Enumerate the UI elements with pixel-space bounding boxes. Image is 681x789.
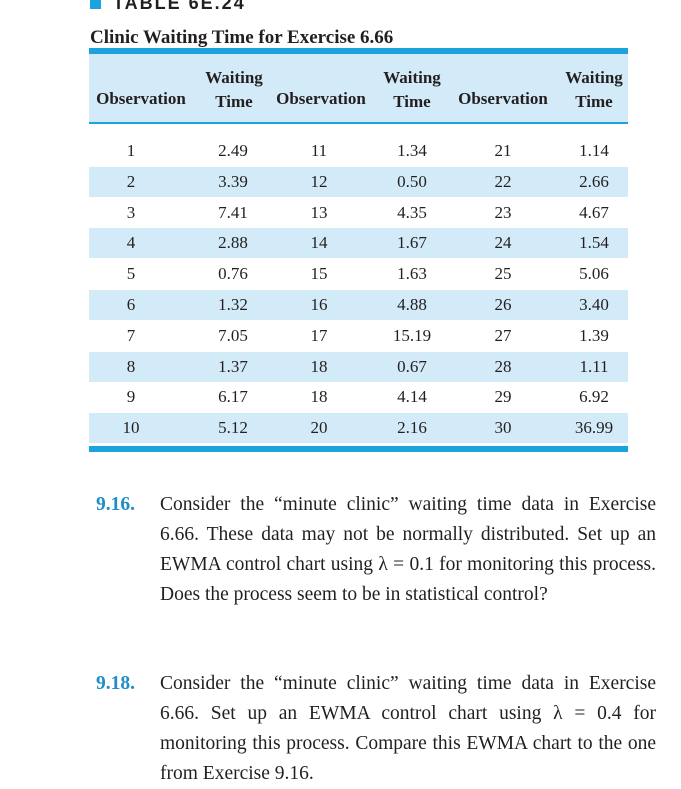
observation-cell: 18 (310, 356, 328, 376)
table-row: 5 0.76 15 1.63 25 5.06 (89, 259, 628, 289)
observation-cell: 29 (494, 387, 512, 407)
waiting-time-cell: 0.76 (218, 264, 248, 284)
table-row: 2 3.39 12 0.50 22 2.66 (89, 166, 628, 197)
table-row: 6 1.32 16 4.88 26 3.40 (89, 290, 628, 320)
waiting-time-cell: 1.37 (218, 356, 248, 376)
waiting-time-cell: 1.14 (579, 141, 609, 160)
table-row: 9 6.17 18 4.14 29 6.92 (89, 382, 628, 412)
observation-cell: 21 (494, 141, 512, 160)
table-row: 10 5.12 20 2.16 30 36.99 (89, 413, 628, 444)
observation-cell: 16 (310, 295, 328, 314)
observation-cell: 20 (310, 418, 328, 438)
waiting-time-cell: 5.12 (218, 418, 248, 438)
observation-cell: 22 (494, 171, 512, 191)
header-observation-3: Observation (458, 89, 548, 108)
exercise-text: Consider the “minute clinic” waiting tim… (160, 494, 656, 605)
observation-cell: 9 (126, 387, 136, 407)
observation-cell: 24 (494, 233, 512, 253)
table-header-rule (89, 122, 628, 124)
header-waiting-line2: Time (215, 92, 253, 111)
waiting-time-cell: 4.88 (397, 295, 427, 314)
waiting-time-cell: 1.32 (218, 295, 248, 314)
waiting-time-cell: 15.19 (392, 325, 432, 345)
waiting-time-cell: 3.40 (579, 295, 609, 314)
waiting-time-cell: 6.17 (218, 387, 248, 407)
table-row: 7 7.05 17 15.19 27 1.39 (89, 321, 628, 351)
header-waiting-line1: Waiting (205, 68, 263, 87)
waiting-time-cell: 7.05 (218, 325, 248, 345)
exercise-item: 9.16. Consider the “minute clinic” waiti… (96, 490, 656, 610)
waiting-time-cell: 6.92 (579, 387, 609, 407)
table-row: 1 2.49 11 1.34 21 1.14 (89, 136, 628, 166)
observation-cell: 23 (494, 202, 512, 222)
waiting-time-cell: 5.06 (579, 264, 609, 284)
waiting-time-cell: 1.11 (579, 356, 609, 376)
observation-cell: 18 (310, 387, 328, 407)
waiting-time-cell: 0.67 (397, 356, 427, 376)
header-waiting-3: Waiting Time (556, 66, 632, 114)
observation-cell: 28 (494, 356, 512, 376)
observation-cell: 14 (310, 233, 328, 253)
waiting-time-cell: 2.88 (218, 233, 248, 253)
table-bottom-rule (89, 446, 628, 452)
header-observation-2: Observation (276, 89, 366, 108)
observation-cell: 15 (310, 264, 328, 284)
waiting-time-cell: 2.49 (218, 141, 248, 160)
observation-cell: 12 (310, 171, 328, 191)
observation-cell: 5 (126, 264, 136, 284)
waiting-time-cell: 2.16 (397, 418, 427, 438)
exercise-item: 9.18. Consider the “minute clinic” waiti… (96, 669, 656, 789)
exercise-number: 9.16. (96, 494, 135, 515)
header-waiting-1: Waiting Time (196, 66, 272, 114)
waiting-time-cell: 4.35 (397, 202, 427, 222)
header-waiting-line2: Time (393, 92, 431, 111)
observation-cell: 17 (310, 325, 328, 345)
observation-cell: 11 (310, 141, 328, 160)
observation-cell: 13 (310, 202, 328, 222)
table-title: Clinic Waiting Time for Exercise 6.66 (90, 27, 394, 48)
header-waiting-line1: Waiting (383, 68, 441, 87)
header-waiting-line2: Time (575, 92, 613, 111)
waiting-time-cell: 3.39 (218, 171, 248, 191)
observation-cell: 7 (126, 325, 136, 345)
waiting-time-cell: 1.67 (397, 233, 427, 253)
observation-cell: 30 (494, 418, 512, 438)
table-header-band (89, 54, 628, 122)
header-waiting-2: Waiting Time (374, 66, 450, 114)
blue-square-icon (90, 0, 101, 9)
observation-cell: 10 (122, 418, 140, 438)
table-label-text: TABLE 6E.24 (113, 0, 246, 13)
table-row: 4 2.88 14 1.67 24 1.54 (89, 228, 628, 259)
waiting-time-cell: 1.54 (579, 233, 609, 253)
waiting-time-cell: 2.66 (579, 171, 609, 191)
observation-cell: 3 (126, 202, 136, 222)
observation-cell: 2 (126, 171, 136, 191)
observation-cell: 26 (494, 295, 512, 314)
observation-cell: 25 (494, 264, 512, 284)
observation-cell: 27 (494, 325, 512, 345)
waiting-time-cell: 36.99 (574, 418, 614, 438)
table-label: TABLE 6E.24 (90, 0, 246, 13)
observation-cell: 4 (126, 233, 136, 253)
exercise-number: 9.18. (96, 673, 135, 694)
header-waiting-line1: Waiting (565, 68, 623, 87)
table-row: 8 1.37 18 0.67 28 1.11 (89, 351, 628, 382)
waiting-time-cell: 1.34 (397, 141, 427, 160)
waiting-time-cell: 0.50 (397, 171, 427, 191)
waiting-time-cell: 1.63 (397, 264, 427, 284)
waiting-time-cell: 7.41 (218, 202, 248, 222)
observation-cell: 6 (126, 295, 136, 314)
exercise-text: Consider the “minute clinic” waiting tim… (160, 673, 656, 784)
waiting-time-cell: 4.67 (579, 202, 609, 222)
observation-cell: 1 (126, 141, 136, 160)
table-top-rule (89, 48, 628, 54)
observation-cell: 8 (126, 356, 136, 376)
waiting-time-cell: 1.39 (579, 325, 609, 345)
header-observation-1: Observation (96, 89, 186, 108)
table-row: 3 7.41 13 4.35 23 4.67 (89, 198, 628, 228)
waiting-time-cell: 4.14 (397, 387, 427, 407)
